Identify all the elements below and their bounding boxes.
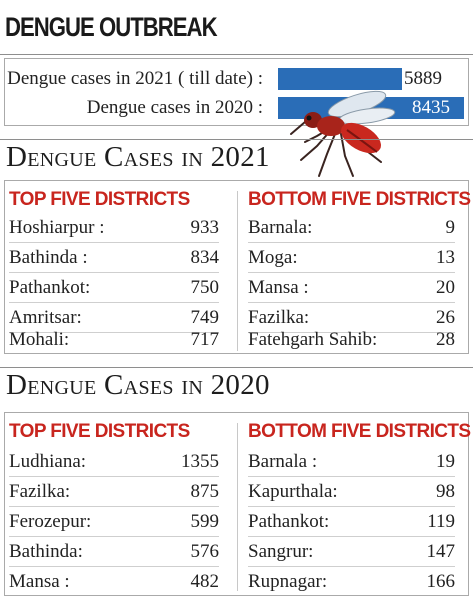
row-divider (248, 506, 455, 507)
district-value: 166 (426, 571, 456, 592)
district-name: Ferozepur: (9, 511, 92, 532)
district-value: 13 (436, 247, 455, 268)
table-row: Moga: 13 (248, 243, 455, 273)
district-value: 1355 (181, 451, 219, 472)
section-heading-2020: Dengue Cases in 2020 (6, 369, 270, 401)
district-name: Fazilka: (9, 481, 71, 502)
row-divider (9, 476, 219, 477)
district-value: 717 (190, 329, 220, 350)
bottom-districts-heading-2021: BOTTOM FIVE DISTRICTS (248, 189, 471, 210)
row-divider (248, 302, 455, 303)
table-row: Rupnagar: 166 (248, 567, 455, 593)
table-row: Barnala: 9 (248, 213, 455, 243)
section-rule-2020 (0, 367, 473, 368)
district-name: Mansa : (248, 277, 309, 298)
row-divider (9, 302, 219, 303)
district-value: 834 (190, 247, 220, 268)
district-name: Moga: (248, 247, 298, 268)
district-name: Fazilka: (248, 307, 310, 328)
district-name: Kapurthala: (248, 481, 338, 502)
row-divider (248, 332, 455, 333)
row-divider (9, 506, 219, 507)
mosquito-icon (290, 90, 396, 177)
table-row: Kapurthala: 98 (248, 477, 455, 507)
row-divider (9, 272, 219, 273)
summary-box (4, 58, 469, 126)
row-divider (248, 272, 455, 273)
row-divider (9, 536, 219, 537)
district-name: Pathankot: (9, 277, 91, 298)
row-divider (9, 332, 219, 333)
district-value: 19 (436, 451, 455, 472)
district-value: 20 (436, 277, 455, 298)
summary-value-2021: 5889 (402, 68, 442, 90)
summary-row-2020: Dengue cases in 2020 : 8435 (0, 95, 473, 121)
district-value: 599 (190, 511, 220, 532)
table-row: Mansa : 482 (9, 567, 219, 593)
district-name: Fatehgarh Sahib: (248, 329, 378, 350)
row-divider (9, 566, 219, 567)
summary-bar-2021 (278, 68, 408, 90)
district-value: 147 (426, 541, 456, 562)
table-row: Sangrur: 147 (248, 537, 455, 567)
row-divider (248, 536, 455, 537)
table-row: Ferozepur: 599 (9, 507, 219, 537)
table-row: Bathinda: 576 (9, 537, 219, 567)
top-districts-heading-2021: TOP FIVE DISTRICTS (9, 189, 190, 210)
row-divider (248, 242, 455, 243)
column-divider (237, 423, 238, 591)
table-row: Hoshiarpur : 933 (9, 213, 219, 243)
section-rule-2021 (0, 139, 473, 140)
table-row: Bathinda : 834 (9, 243, 219, 273)
table-row: Fazilka: 26 (248, 303, 455, 333)
table-row: Amritsar: 749 (9, 303, 219, 333)
district-name: Rupnagar: (248, 571, 328, 592)
page-title: DENGUE OUTBREAK (5, 12, 218, 42)
district-name: Mansa : (9, 571, 70, 592)
district-value: 98 (436, 481, 455, 502)
summary-row-2021: Dengue cases in 2021 ( till date) : 5889 (0, 66, 473, 92)
summary-label-2021: Dengue cases in 2021 ( till date) : (7, 68, 263, 89)
district-name: Pathankot: (248, 511, 330, 532)
summary-value-2020: 8435 (412, 97, 450, 118)
district-name: Mohali: (9, 329, 70, 350)
district-name: Bathinda : (9, 247, 88, 268)
district-name: Bathinda: (9, 541, 83, 562)
table-row: Fatehgarh Sahib: 28 (248, 329, 455, 353)
table-row: Barnala : 19 (248, 447, 455, 477)
row-divider (248, 566, 455, 567)
district-name: Barnala: (248, 217, 313, 238)
section-heading-2021: Dengue Cases in 2021 (6, 141, 270, 173)
district-value: 933 (190, 217, 220, 238)
district-value: 576 (190, 541, 220, 562)
row-divider (248, 476, 455, 477)
district-value: 119 (427, 511, 455, 532)
table-row: Fazilka: 875 (9, 477, 219, 507)
bottom-districts-heading-2020: BOTTOM FIVE DISTRICTS (248, 421, 471, 442)
panel-2021: TOP FIVE DISTRICTS BOTTOM FIVE DISTRICTS… (4, 180, 471, 354)
district-name: Sangrur: (248, 541, 314, 562)
district-value: 750 (190, 277, 220, 298)
summary-label-2020: Dengue cases in 2020 : (86, 97, 263, 118)
table-row: Ludhiana: 1355 (9, 447, 219, 477)
panel-2020: TOP FIVE DISTRICTS BOTTOM FIVE DISTRICTS… (4, 412, 471, 596)
table-row: Pathankot: 119 (248, 507, 455, 537)
title-rule (0, 54, 473, 55)
district-name: Amritsar: (9, 307, 82, 328)
district-name: Ludhiana: (9, 451, 87, 472)
district-value: 28 (436, 329, 455, 350)
table-row: Mohali: 717 (9, 329, 219, 353)
top-districts-heading-2020: TOP FIVE DISTRICTS (9, 421, 190, 442)
district-name: Hoshiarpur : (9, 217, 105, 238)
district-value: 482 (190, 571, 220, 592)
district-value: 875 (190, 481, 220, 502)
district-value: 26 (436, 307, 455, 328)
district-value: 749 (190, 307, 220, 328)
district-value: 9 (445, 217, 456, 238)
table-row: Mansa : 20 (248, 273, 455, 303)
row-divider (9, 242, 219, 243)
table-row: Pathankot: 750 (9, 273, 219, 303)
district-name: Barnala : (248, 451, 318, 472)
column-divider (237, 191, 238, 351)
